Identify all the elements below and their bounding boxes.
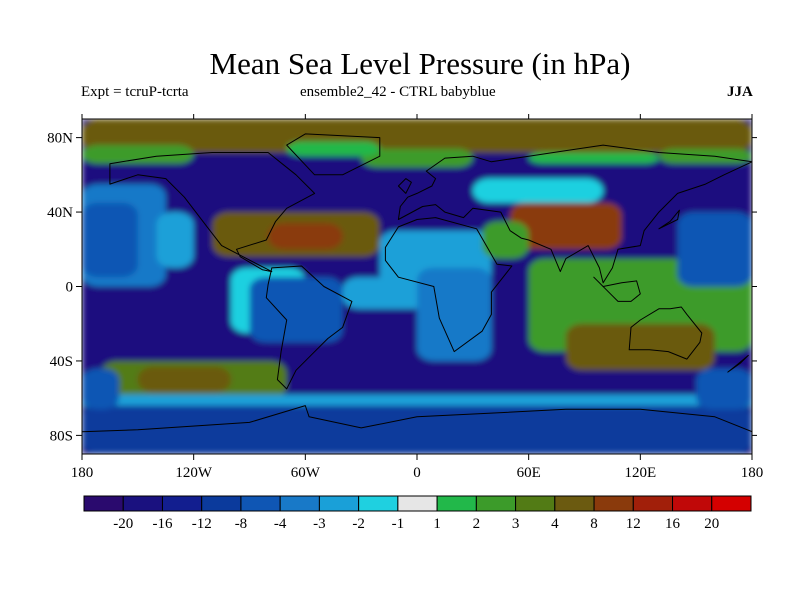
colorbar-swatch [122,495,163,512]
field-region-24 [137,366,231,393]
y-tick-label: 0 [66,280,74,296]
colorbar-label: 4 [551,516,559,532]
colorbar-swatch [436,495,477,512]
colorbar-swatch [475,495,517,512]
colorbar-swatch [515,495,556,512]
y-tick-label: 40S [50,354,73,370]
colorbar-label: 12 [626,516,641,532]
y-tick-label: 80S [50,428,73,444]
field-region-19 [482,221,529,259]
colorbar-label: -1 [392,516,405,532]
colorbar-label: -20 [113,516,133,532]
pressure-field-layer [82,119,752,454]
x-tick-label: 0 [413,465,421,481]
field-region-17 [472,178,604,203]
coastline-0 [109,152,316,273]
coastline-7 [593,276,641,302]
season-label: JJA [727,84,753,100]
colorbar-label: 20 [704,516,719,532]
chart-title: Mean Sea Level Pressure (in hPa) [209,46,631,81]
coastline-6 [82,405,752,454]
colorbar-label: -12 [192,516,212,532]
x-tick-label: 120E [624,465,656,481]
field-region-21 [565,323,715,371]
field-region-4 [658,148,752,164]
y-tick-label: 40N [47,205,73,221]
y-tick-label: 80N [47,131,73,147]
field-region-1 [82,119,752,153]
y-axis: 80N 40N 0 40S 80S [47,131,757,444]
colorbar-swatch [240,495,281,512]
colorbar-label: -3 [313,516,326,532]
colorbar-label: 2 [473,516,481,532]
coastline-3 [397,144,752,284]
x-tick-label: 60E [517,465,541,481]
coastline-2 [384,217,513,353]
coastline-10 [727,354,749,373]
field-region-3 [361,148,473,168]
field-region-9 [156,212,194,268]
coastline-4 [286,133,381,176]
coastline-1 [265,265,353,390]
x-tick-label: 180 [741,465,764,481]
colorbar-label: 16 [665,516,681,532]
colorbar-swatch [632,495,674,512]
colorbar-swatch [554,495,595,512]
field-region-28 [696,368,752,410]
colorbar-label: -8 [235,516,248,532]
field-region-27 [82,368,120,410]
colorbar-swatch [201,495,242,512]
x-axis: 180 120W 60W 0 60E 120E 180 [71,114,764,481]
field-region-5 [286,141,380,157]
colorbar-swatch [83,495,124,512]
coastline-8 [658,209,680,230]
field-region-22 [677,212,752,287]
colorbar-label: -16 [152,516,172,532]
colorbar-label: 3 [512,516,520,532]
colorbar-swatch [397,495,438,512]
x-tick-label: 120W [175,465,213,481]
field-region-16 [417,267,492,361]
x-tick-label: 60W [291,465,321,481]
colorbar-label: 8 [590,516,598,532]
colorbar-swatch [279,495,320,512]
coastline-5 [628,306,703,360]
field-region-2 [82,145,194,164]
coastline-9 [397,178,412,194]
coastline-layer [82,133,752,454]
colorbar-swatch [318,495,360,512]
field-region-8 [82,202,138,278]
field-region-6 [528,152,659,164]
ensemble-label: ensemble2_42 - CTRL babyblue [300,84,496,100]
colorbar-label: -4 [274,516,287,532]
colorbar-label: 1 [433,516,441,532]
colorbar-swatch [711,495,752,512]
colorbar-swatch [161,495,203,512]
colorbar-swatch [672,495,713,512]
field-region-13 [249,277,343,343]
experiment-label: Expt = tcruP-tcrta [81,84,189,100]
colorbar-swatch [593,495,634,512]
x-tick-label: 180 [71,465,94,481]
field-region-11 [268,223,343,250]
colorbar-swatch [358,495,399,512]
field-region-26 [82,405,752,454]
colorbar: -20 -16 -12 -8 -4 -3 -2 -1 1 2 3 4 8 12 16 20 [83,495,752,532]
field-region-18 [510,202,622,250]
colorbar-label: -2 [352,516,365,532]
